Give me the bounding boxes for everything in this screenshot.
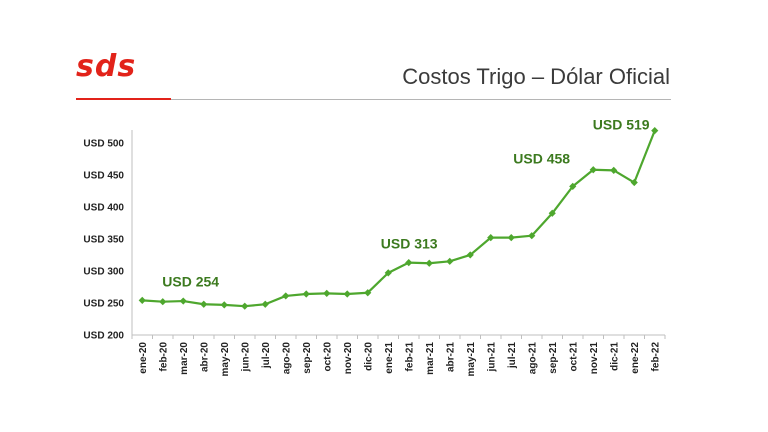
data-point <box>179 297 187 305</box>
data-point <box>261 300 269 308</box>
x-tick-label: oct-21 <box>568 342 579 372</box>
x-tick-label: feb-20 <box>158 342 169 372</box>
data-labels: USD 254 USD 313 USD 458 USD 519 <box>162 117 650 290</box>
y-tick-label: USD 200 <box>83 331 124 342</box>
data-point <box>651 127 659 135</box>
x-tick-label: oct-20 <box>322 342 333 372</box>
x-tick-label: nov-21 <box>589 342 600 375</box>
data-point <box>569 182 577 190</box>
data-point <box>507 234 515 242</box>
data-point <box>487 234 495 242</box>
data-label: USD 313 <box>381 236 438 252</box>
y-tick-label: USD 450 <box>83 170 124 181</box>
data-point <box>405 259 413 267</box>
x-tick-label: jul-20 <box>261 342 272 370</box>
x-tick-label: ago-21 <box>527 342 538 375</box>
x-tick-label: mar-21 <box>425 342 436 375</box>
x-tick-label: nov-20 <box>343 342 354 375</box>
data-point <box>241 302 249 310</box>
data-label: USD 254 <box>162 273 219 289</box>
data-point <box>384 269 392 277</box>
data-label: USD 458 <box>513 151 570 167</box>
brand-logo: sds <box>76 49 137 84</box>
x-tick-label: dic-21 <box>609 342 620 371</box>
chart-title: Costos Trigo – Dólar Oficial <box>402 64 670 89</box>
x-tick-label: abr-21 <box>445 342 456 372</box>
data-point <box>200 300 208 308</box>
x-tick-label: feb-21 <box>404 342 415 372</box>
x-tick-label: abr-20 <box>199 342 210 372</box>
logo-underline <box>76 98 171 100</box>
data-point <box>589 166 597 174</box>
data-point <box>323 289 331 297</box>
x-tick-label: jun-21 <box>486 342 497 373</box>
x-tick-label: ene-22 <box>630 342 641 374</box>
data-point <box>630 178 638 187</box>
x-tick-label: ene-20 <box>138 342 149 374</box>
y-tick-label: USD 250 <box>83 298 124 309</box>
y-tick-label: USD 300 <box>83 266 124 277</box>
x-tick-label: mar-20 <box>179 342 190 375</box>
x-tick-label: feb-22 <box>650 342 661 372</box>
data-point <box>302 290 310 298</box>
series-line <box>142 130 656 308</box>
x-tick-label: sep-20 <box>302 342 313 374</box>
data-point <box>159 298 167 306</box>
y-tick-label: USD 400 <box>83 202 124 213</box>
x-tick-label: dic-20 <box>363 342 374 371</box>
data-point <box>446 257 454 265</box>
x-tick-label: may-20 <box>220 342 231 377</box>
x-tick-label: jul-21 <box>507 342 518 370</box>
data-point <box>343 290 351 298</box>
data-point <box>425 259 433 267</box>
x-axis: ene-20 feb-20 mar-20 abr-20 may-20 jun-20 jul-… <box>131 334 666 377</box>
x-tick-label: ago-20 <box>281 342 292 375</box>
data-point <box>610 166 618 174</box>
data-point <box>466 251 474 259</box>
header-divider <box>171 99 671 100</box>
series-layer <box>138 127 659 310</box>
y-axis: USD 200 USD 250 USD 300 USD 350 USD 400 USD 4… <box>83 130 133 342</box>
data-point <box>282 292 290 300</box>
data-point <box>364 289 372 297</box>
data-point <box>138 296 146 305</box>
x-tick-label: sep-21 <box>548 342 559 374</box>
x-tick-label: ene-21 <box>384 342 395 374</box>
y-tick-label: USD 350 <box>83 234 124 245</box>
data-point <box>220 301 228 309</box>
data-label: USD 519 <box>593 117 650 133</box>
x-tick-label: may-21 <box>466 342 477 377</box>
data-point <box>548 209 556 217</box>
x-tick-label: jun-20 <box>240 342 251 373</box>
y-tick-label: USD 500 <box>83 138 124 149</box>
data-point <box>528 232 536 240</box>
